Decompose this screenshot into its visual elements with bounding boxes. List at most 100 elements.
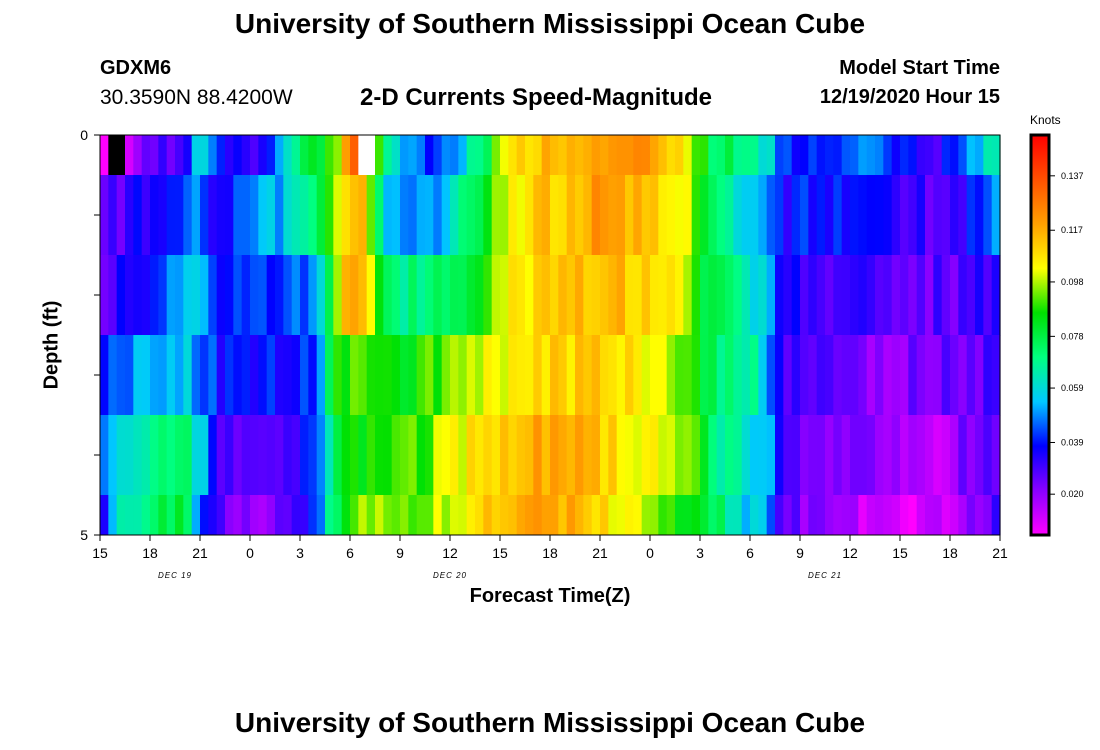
heatmap-cell bbox=[425, 175, 434, 256]
x-tick-label: 15 bbox=[892, 545, 908, 561]
heatmap-cell bbox=[191, 175, 201, 256]
heatmap-cell bbox=[358, 255, 368, 336]
heatmap-cell bbox=[758, 415, 768, 496]
heatmap-cell bbox=[100, 495, 109, 536]
heatmap-cell bbox=[766, 495, 776, 536]
heatmap-cell bbox=[475, 135, 484, 176]
heatmap-cell bbox=[508, 175, 518, 256]
heatmap-cell bbox=[733, 415, 743, 496]
heatmap-cell bbox=[875, 495, 884, 536]
heatmap-cell bbox=[900, 495, 909, 536]
heatmap-cell bbox=[333, 175, 343, 256]
heatmap-cell bbox=[950, 255, 959, 336]
heatmap-cell bbox=[216, 335, 226, 416]
heatmap-cell bbox=[108, 495, 118, 536]
heatmap-cell bbox=[475, 335, 484, 416]
heatmap-cell bbox=[208, 415, 218, 496]
heatmap-cell bbox=[858, 335, 868, 416]
heatmap-cell bbox=[758, 255, 768, 336]
heatmap-cell bbox=[875, 335, 884, 416]
heatmap-cell bbox=[300, 495, 309, 536]
heatmap-cell bbox=[408, 175, 418, 256]
heatmap-cell bbox=[116, 335, 126, 416]
heatmap-cell bbox=[233, 255, 243, 336]
heatmap-cell bbox=[333, 255, 343, 336]
heatmap-cell bbox=[241, 175, 251, 256]
heatmap-cell bbox=[283, 335, 293, 416]
heatmap-cell bbox=[675, 135, 684, 176]
heatmap-cell bbox=[483, 175, 493, 256]
heatmap-cell bbox=[691, 495, 701, 536]
heatmap-cell bbox=[250, 135, 259, 176]
heatmap-cell bbox=[966, 415, 976, 496]
heatmap-cell bbox=[400, 255, 409, 336]
heatmap-cell bbox=[191, 495, 201, 536]
heatmap-cell bbox=[400, 415, 409, 496]
x-tick-label: 3 bbox=[696, 545, 704, 561]
heatmap-cell bbox=[758, 335, 768, 416]
heatmap-cell bbox=[133, 175, 143, 256]
colorbar-tick-label: 0.117 bbox=[1061, 225, 1083, 235]
heatmap-cell bbox=[325, 135, 334, 176]
heatmap-cell bbox=[525, 495, 534, 536]
heatmap-cell bbox=[275, 415, 284, 496]
heatmap-cell bbox=[583, 255, 593, 336]
heatmap-cell bbox=[375, 495, 384, 536]
heatmap-cell bbox=[408, 335, 418, 416]
heatmap-cell bbox=[625, 255, 634, 336]
heatmap-cell bbox=[566, 415, 576, 496]
heatmap-cell bbox=[541, 175, 551, 256]
heatmap-cell bbox=[633, 415, 643, 496]
heatmap-cell bbox=[991, 495, 1001, 536]
heatmap-cell bbox=[558, 335, 568, 416]
heatmap-cell bbox=[966, 495, 976, 536]
heatmap-cell bbox=[583, 495, 593, 536]
heatmap-cell bbox=[508, 135, 518, 176]
heatmap-cell bbox=[358, 495, 368, 536]
heatmap-cell bbox=[466, 255, 476, 336]
heatmap-cell bbox=[341, 495, 351, 536]
chart-subtitle: 2-D Currents Speed-Magnitude bbox=[360, 84, 713, 111]
heatmap-cell bbox=[375, 415, 384, 496]
heatmap-cell bbox=[491, 255, 501, 336]
heatmap-cell bbox=[341, 175, 351, 256]
heatmap-cell bbox=[183, 495, 193, 536]
heatmap-cell bbox=[283, 255, 293, 336]
heatmap-cell bbox=[791, 335, 801, 416]
heatmap-cell bbox=[425, 135, 434, 176]
heatmap-cell bbox=[558, 415, 568, 496]
heatmap-cell bbox=[491, 175, 501, 256]
heatmap-cell bbox=[650, 495, 659, 536]
heatmap-cell bbox=[441, 135, 451, 176]
heatmap-cell bbox=[258, 335, 268, 416]
heatmap-cell bbox=[450, 255, 459, 336]
heatmap-cell bbox=[725, 255, 734, 336]
footer-title: University of Southern Mississippi Ocean… bbox=[234, 707, 866, 738]
heatmap-cell bbox=[725, 135, 734, 176]
heatmap-cell bbox=[491, 335, 501, 416]
heatmap-cell bbox=[300, 135, 309, 176]
heatmap-cell bbox=[500, 175, 509, 256]
heatmap-cell bbox=[625, 495, 634, 536]
heatmap-cell bbox=[341, 135, 351, 176]
heatmap-cell bbox=[300, 175, 309, 256]
heatmap-cell bbox=[483, 255, 493, 336]
heatmap-cell bbox=[541, 495, 551, 536]
heatmap-cell bbox=[658, 415, 668, 496]
y-tick-label: 5 bbox=[80, 527, 88, 543]
heatmap-cell bbox=[433, 415, 443, 496]
heatmap-cell bbox=[791, 135, 801, 176]
heatmap-cell bbox=[908, 255, 918, 336]
heatmap-cell bbox=[808, 135, 818, 176]
heatmap-cell bbox=[583, 335, 593, 416]
x-tick-label: 9 bbox=[796, 545, 804, 561]
heatmap-cell bbox=[975, 415, 984, 496]
heatmap-cell bbox=[125, 135, 134, 176]
heatmap-cell bbox=[358, 175, 368, 256]
heatmap-cell bbox=[133, 415, 143, 496]
heatmap-cell bbox=[183, 135, 193, 176]
heatmap-cell bbox=[658, 335, 668, 416]
heatmap-cell bbox=[850, 335, 859, 416]
heatmap-cell bbox=[525, 415, 534, 496]
heatmap-cell bbox=[141, 255, 151, 336]
